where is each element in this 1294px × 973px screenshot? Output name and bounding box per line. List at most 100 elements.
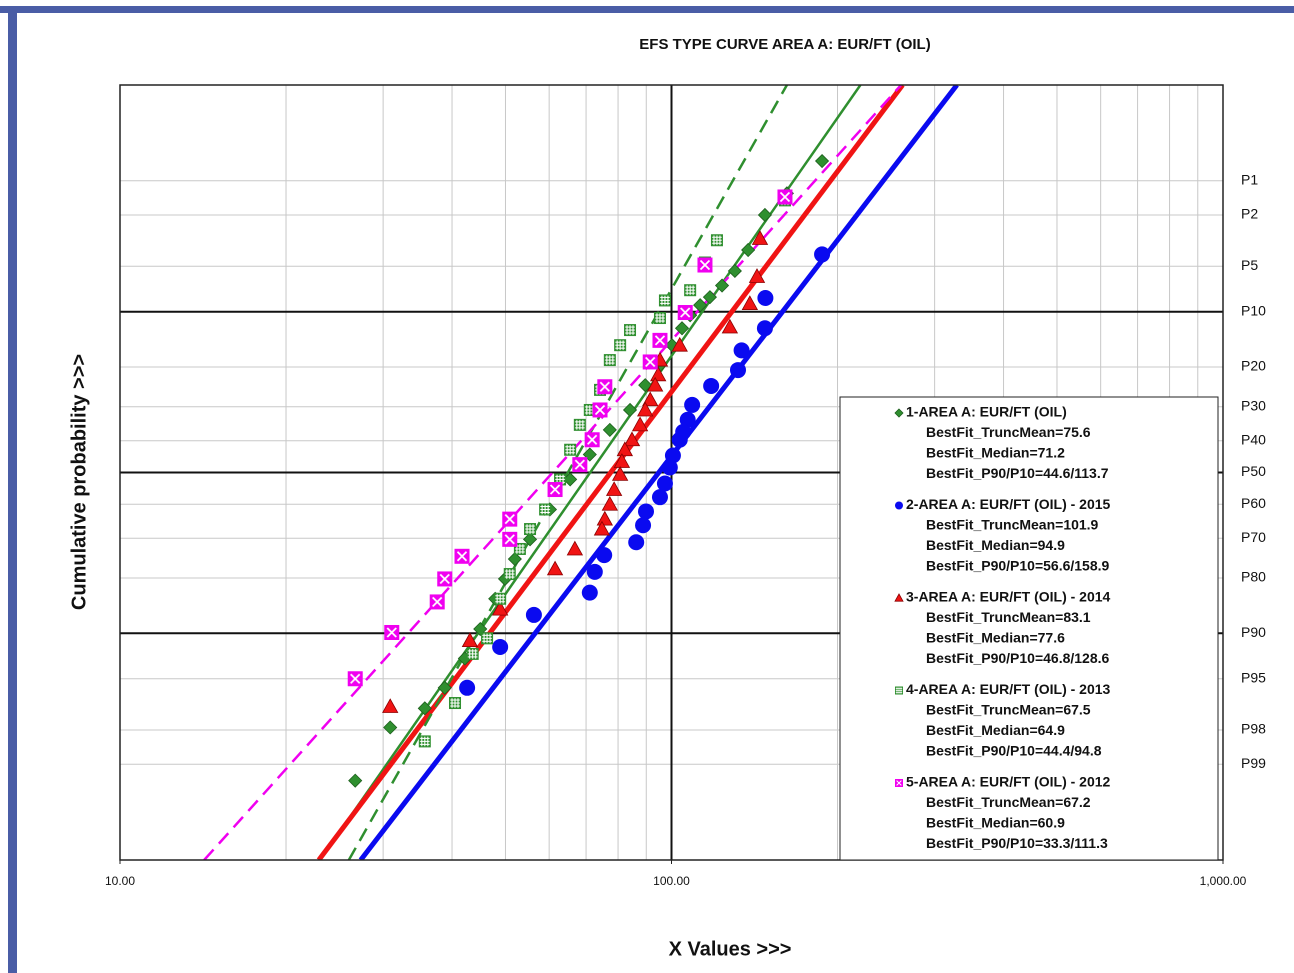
legend-label: 3-AREA A: EUR/FT (OIL) - 2014	[906, 589, 1111, 605]
point	[383, 720, 398, 735]
point	[473, 621, 488, 637]
point	[714, 278, 730, 293]
point	[671, 431, 688, 448]
legend-marker	[894, 408, 904, 418]
legend-label: 4-AREA A: EUR/FT (OIL) - 2013	[906, 681, 1111, 697]
point	[637, 503, 654, 520]
point	[642, 391, 659, 407]
legend-stat: BestFit_TruncMean=67.2	[926, 794, 1091, 810]
legend-stat: BestFit_TruncMean=83.1	[926, 609, 1091, 625]
point	[729, 362, 746, 379]
point	[525, 606, 542, 623]
point	[522, 532, 538, 547]
point	[628, 534, 645, 551]
point	[461, 632, 479, 648]
legend-stat: BestFit_Median=64.9	[926, 722, 1065, 738]
point	[741, 295, 759, 310]
y-tick-label: P60	[1241, 495, 1266, 511]
point	[348, 773, 363, 788]
y-tick-label: P90	[1241, 624, 1266, 640]
point	[596, 510, 614, 526]
point	[546, 560, 564, 576]
fit-line	[316, 85, 905, 860]
point	[566, 540, 584, 556]
legend: 1-AREA A: EUR/FT (OIL) BestFit_TruncMean=…	[839, 396, 1219, 861]
point	[459, 679, 476, 696]
point	[624, 324, 637, 337]
point	[721, 318, 739, 334]
legend-stat: BestFit_P90/P10=46.8/128.6	[926, 650, 1110, 666]
point	[814, 246, 831, 263]
point	[547, 482, 563, 498]
y-tick-label: P30	[1241, 397, 1266, 413]
y-tick-label: P99	[1241, 755, 1266, 771]
point	[605, 481, 623, 496]
point	[677, 305, 693, 321]
legend-stat: BestFit_P90/P10=33.3/111.3	[926, 835, 1108, 851]
point	[653, 312, 666, 325]
point	[814, 153, 830, 169]
chart-title: EFS TYPE CURVE AREA A: EUR/FT (OIL)	[639, 36, 930, 53]
point	[652, 332, 668, 348]
legend-stat: BestFit_Median=94.9	[926, 537, 1065, 553]
x-tick-label: 1,000.00	[1200, 874, 1247, 888]
point	[616, 441, 634, 457]
point	[524, 523, 537, 536]
point	[727, 263, 742, 279]
point	[614, 339, 627, 352]
point	[664, 447, 681, 464]
y-tick-label: P80	[1241, 569, 1266, 585]
legend-marker	[895, 686, 903, 695]
point	[454, 548, 470, 564]
point	[703, 377, 720, 394]
legend-stat: BestFit_TruncMean=101.9	[926, 517, 1099, 533]
y-tick-label: P20	[1241, 358, 1266, 374]
y-axis-label: Cumulative probability >>>	[68, 354, 90, 610]
y-tick-label: P1	[1241, 171, 1258, 187]
point	[733, 342, 750, 359]
point	[748, 268, 766, 283]
point	[693, 298, 708, 313]
point	[466, 647, 479, 660]
point	[347, 671, 363, 687]
point	[572, 457, 588, 473]
frame-left	[8, 6, 17, 973]
legend-marker	[894, 593, 904, 602]
legend-stat: BestFit_P90/P10=44.6/113.7	[926, 465, 1109, 481]
point	[650, 366, 667, 382]
point	[382, 698, 399, 713]
y-tick-label: P50	[1241, 463, 1266, 479]
point	[702, 290, 717, 305]
point	[492, 639, 509, 656]
point	[656, 475, 673, 492]
point	[564, 443, 577, 456]
point	[697, 257, 713, 273]
legend-stat: BestFit_P90/P10=44.4/94.8	[926, 743, 1102, 759]
point	[631, 416, 649, 432]
point	[756, 320, 773, 337]
y-tick-label: P40	[1241, 431, 1266, 447]
y-tick-label: P95	[1241, 669, 1266, 685]
legend-stat: BestFit_TruncMean=75.6	[926, 424, 1091, 440]
legend-stat: BestFit_Median=71.2	[926, 445, 1065, 461]
point	[757, 207, 772, 223]
point	[429, 594, 445, 610]
point	[613, 453, 631, 468]
point	[710, 234, 723, 247]
point	[494, 592, 507, 605]
y-tick-label: P70	[1241, 529, 1266, 545]
point	[417, 701, 432, 716]
point	[684, 396, 701, 413]
fit-line	[203, 85, 903, 860]
point	[751, 230, 769, 245]
point	[596, 547, 613, 564]
point	[661, 459, 678, 476]
point	[635, 517, 652, 534]
points	[347, 153, 831, 788]
frame-top	[0, 6, 1294, 13]
point	[684, 284, 697, 297]
point	[437, 571, 453, 587]
point	[481, 632, 494, 645]
